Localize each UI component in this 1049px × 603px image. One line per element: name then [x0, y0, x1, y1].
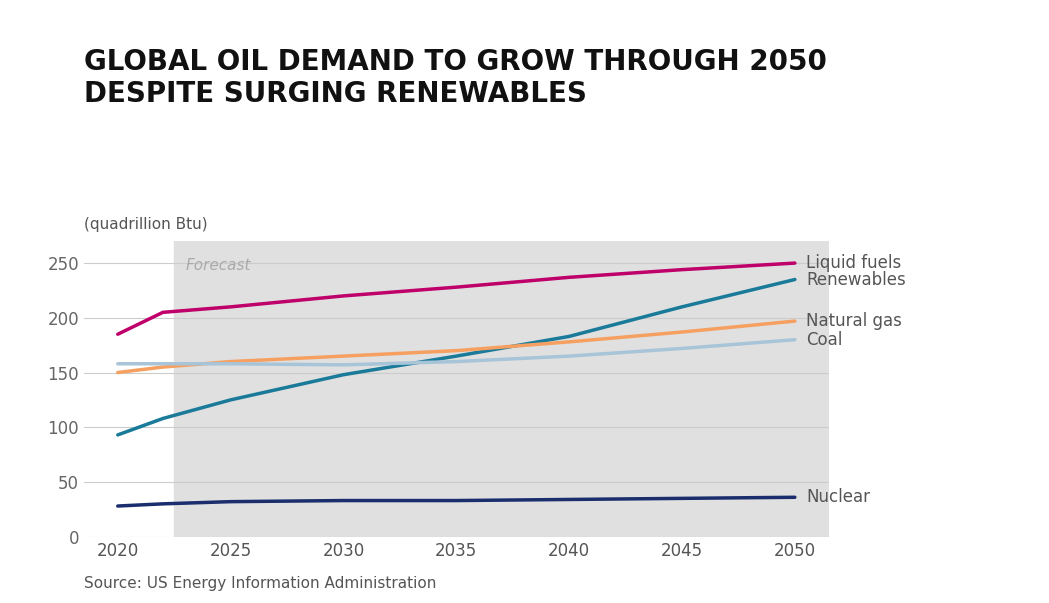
Bar [174, 241, 829, 537]
Text: Coal: Coal [806, 330, 842, 349]
Text: Liquid fuels: Liquid fuels [806, 254, 901, 272]
Text: (quadrillion Btu): (quadrillion Btu) [84, 217, 208, 232]
Text: Forecast: Forecast [186, 257, 251, 273]
Text: Natural gas: Natural gas [806, 312, 902, 330]
Text: Nuclear: Nuclear [806, 488, 870, 507]
Text: GLOBAL OIL DEMAND TO GROW THROUGH 2050
DESPITE SURGING RENEWABLES: GLOBAL OIL DEMAND TO GROW THROUGH 2050 D… [84, 48, 827, 107]
Text: Source: US Energy Information Administration: Source: US Energy Information Administra… [84, 576, 436, 591]
Text: Renewables: Renewables [806, 271, 906, 288]
